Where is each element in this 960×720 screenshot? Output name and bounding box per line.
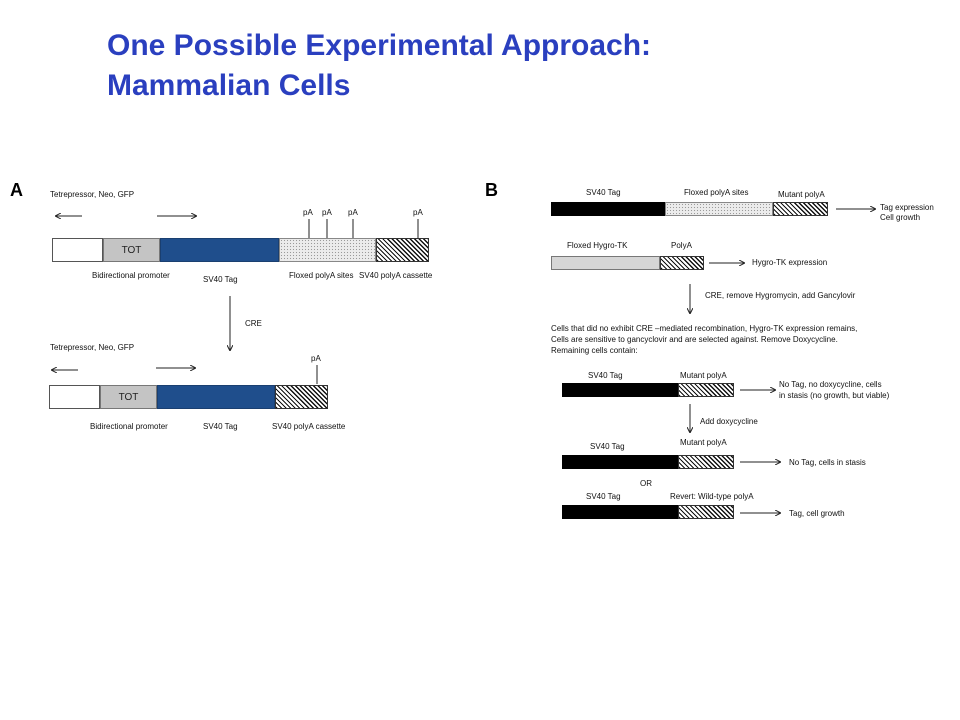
a2-sv40-tag-segment (157, 385, 275, 409)
b1-tag-segment (551, 202, 665, 216)
a1-floxed-segment (279, 238, 376, 262)
b3-result-1: No Tag, no doxycycline, cells (779, 380, 882, 389)
a1-promoter-label: Bidirectional promoter (92, 271, 170, 280)
a1-top-label: Tetrepressor, Neo, GFP (50, 190, 135, 199)
b5-tag-segment (562, 505, 678, 519)
b2-polya-segment (660, 256, 704, 270)
b5-wildtype-segment (678, 505, 734, 519)
b1-result-2: Cell growth (880, 213, 921, 222)
b3-mutant-label: Mutant polyA (680, 371, 727, 380)
b-step2-label: Add doxycycline (700, 417, 758, 426)
b5-revert-label: Revert: Wild-type polyA (670, 492, 754, 501)
title-line-1: One Possible Experimental Approach: (107, 29, 652, 62)
b1-mutant-label: Mutant polyA (778, 190, 825, 199)
b-paragraph-1: Cells that did no exhibit CRE –mediated … (551, 324, 858, 333)
b5-tag-label: SV40 Tag (586, 492, 621, 501)
a1-tot-segment: TOT (103, 238, 160, 262)
b5-result: Tag, cell growth (789, 509, 845, 518)
a1-pa-1: pA (303, 208, 313, 217)
a2-pa-1: pA (311, 354, 321, 363)
b3-tag-segment (562, 383, 678, 397)
b3-tag-label: SV40 Tag (588, 371, 623, 380)
b4-tag-segment (562, 455, 678, 469)
b-or-label: OR (640, 479, 652, 488)
a2-tot-segment: TOT (100, 385, 157, 409)
panel-b-letter: B (485, 180, 498, 200)
b4-tag-label: SV40 Tag (590, 442, 625, 451)
b4-result: No Tag, cells in stasis (789, 458, 866, 467)
b3-mutant-segment (678, 383, 734, 397)
title-line-2: Mammalian Cells (107, 69, 351, 102)
a1-neo-segment (52, 238, 103, 262)
a1-sv40-tag-segment (160, 238, 279, 262)
a2-promoter-label: Bidirectional promoter (90, 422, 168, 431)
b2-hygro-segment (551, 256, 660, 270)
b2-hygro-label: Floxed Hygro-TK (567, 241, 628, 250)
b4-mutant-label: Mutant polyA (680, 438, 727, 447)
b1-floxed-label: Floxed polyA sites (684, 188, 749, 197)
b-step1-label: CRE, remove Hygromycin, add Gancylovir (705, 291, 856, 300)
a1-pa-4: pA (413, 208, 423, 217)
a1-pa-3: pA (348, 208, 358, 217)
b1-result-1: Tag expression (880, 203, 934, 212)
a-cre-label: CRE (245, 319, 262, 328)
b2-polya-label: PolyA (671, 241, 692, 250)
a2-neo-segment (49, 385, 100, 409)
b3-result-2: in stasis (no growth, but viable) (779, 391, 890, 400)
b1-mutant-segment (773, 202, 828, 216)
a2-top-label: Tetrepressor, Neo, GFP (50, 343, 135, 352)
a1-tag-label: SV40 Tag (203, 275, 238, 284)
a2-cassette-label: SV40 polyA cassette (272, 422, 346, 431)
a1-cassette-segment (376, 238, 429, 262)
a2-cassette-segment (275, 385, 328, 409)
b1-tag-label: SV40 Tag (586, 188, 621, 197)
b-paragraph-3: Remaining cells contain: (551, 346, 638, 355)
b1-floxed-segment (665, 202, 773, 216)
a1-pa-2: pA (322, 208, 332, 217)
b-paragraph-2: Cells are sensitive to gancyclovir and a… (551, 335, 838, 344)
a2-tag-label: SV40 Tag (203, 422, 238, 431)
b4-mutant-segment (678, 455, 734, 469)
panel-a-letter: A (10, 180, 23, 200)
a1-floxed-label: Floxed polyA sites (289, 271, 354, 280)
a1-cassette-label: SV40 polyA cassette (359, 271, 433, 280)
b2-result: Hygro-TK expression (752, 258, 828, 267)
page-title: One Possible Experimental Approach: Mamm… (107, 26, 651, 106)
